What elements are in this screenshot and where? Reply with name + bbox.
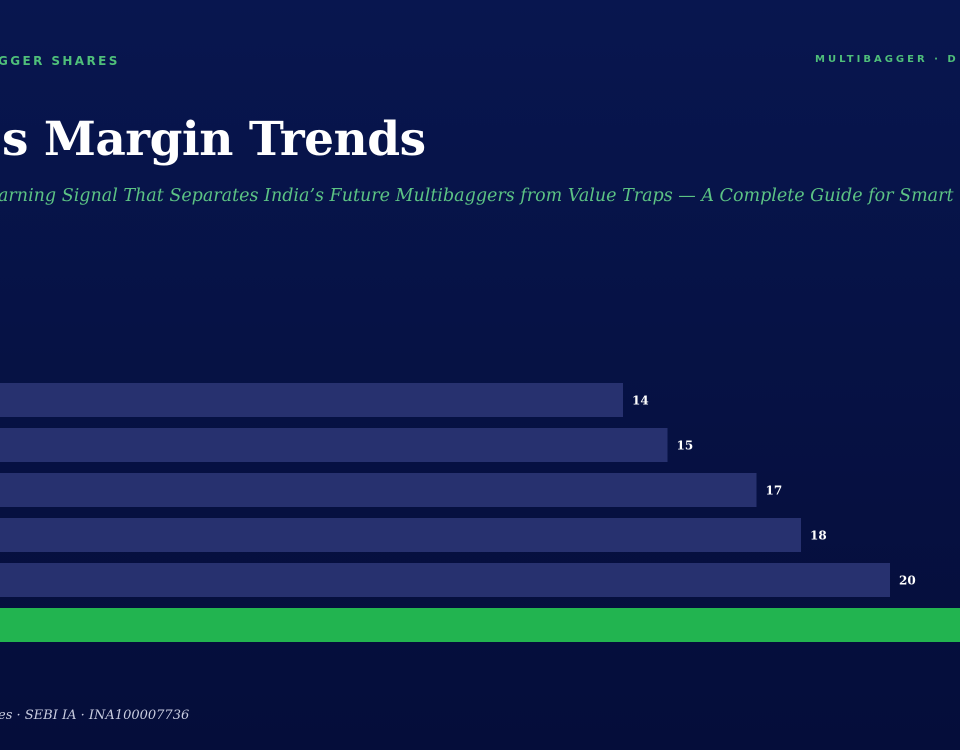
bar-2 xyxy=(0,473,757,507)
footer-disclaimer: es · SEBI IA · INA100007736 xyxy=(0,708,190,723)
bar-3 xyxy=(0,518,801,552)
bar-value-label: 17 xyxy=(766,484,783,498)
brand-name-right: MULTIBAGGER · D xyxy=(815,54,959,65)
bar-value-label: 14 xyxy=(632,394,649,408)
bar-0 xyxy=(0,383,623,417)
page-subtitle: arning Signal That Separates India’s Fut… xyxy=(0,186,954,206)
bar-value-label: 18 xyxy=(810,529,827,543)
bar-value-label: 15 xyxy=(677,439,694,453)
bar-4 xyxy=(0,563,890,597)
bar-1 xyxy=(0,428,668,462)
page-title: s Margin Trends xyxy=(2,112,426,167)
bar-value-label: 20 xyxy=(899,574,916,588)
brand-name-left: GGER SHARES xyxy=(0,54,120,68)
bar-highlight xyxy=(0,608,960,642)
